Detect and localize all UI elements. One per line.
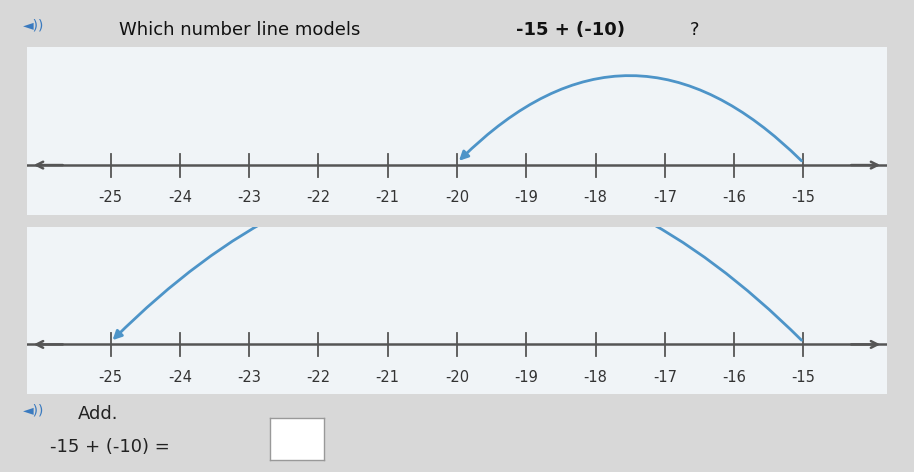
Text: -20: -20 [445, 191, 469, 205]
Text: -17: -17 [653, 191, 677, 205]
Text: -15: -15 [792, 191, 815, 205]
Text: -15 + (-10): -15 + (-10) [516, 21, 625, 39]
Text: -18: -18 [584, 191, 608, 205]
Text: -23: -23 [238, 370, 261, 385]
Text: -21: -21 [376, 191, 399, 205]
Text: -22: -22 [306, 370, 331, 385]
Text: -25: -25 [99, 191, 122, 205]
Text: -20: -20 [445, 370, 469, 385]
Text: ◄)): ◄)) [23, 19, 44, 33]
Text: -23: -23 [238, 191, 261, 205]
Text: -24: -24 [168, 370, 192, 385]
Text: -25: -25 [99, 370, 122, 385]
Text: -24: -24 [168, 191, 192, 205]
Text: -18: -18 [584, 370, 608, 385]
Text: -16: -16 [722, 191, 746, 205]
Text: -15 + (-10) =: -15 + (-10) = [50, 438, 175, 456]
FancyArrowPatch shape [462, 76, 802, 161]
Text: -22: -22 [306, 191, 331, 205]
Text: -17: -17 [653, 370, 677, 385]
Text: ◄)): ◄)) [23, 404, 44, 418]
FancyArrowPatch shape [115, 169, 802, 340]
Text: -21: -21 [376, 370, 399, 385]
Text: Which number line models: Which number line models [119, 21, 366, 39]
Text: Add.: Add. [78, 405, 118, 423]
Text: -19: -19 [515, 370, 538, 385]
Text: -15: -15 [792, 370, 815, 385]
Text: -16: -16 [722, 370, 746, 385]
Text: -19: -19 [515, 191, 538, 205]
Text: ?: ? [690, 21, 699, 39]
